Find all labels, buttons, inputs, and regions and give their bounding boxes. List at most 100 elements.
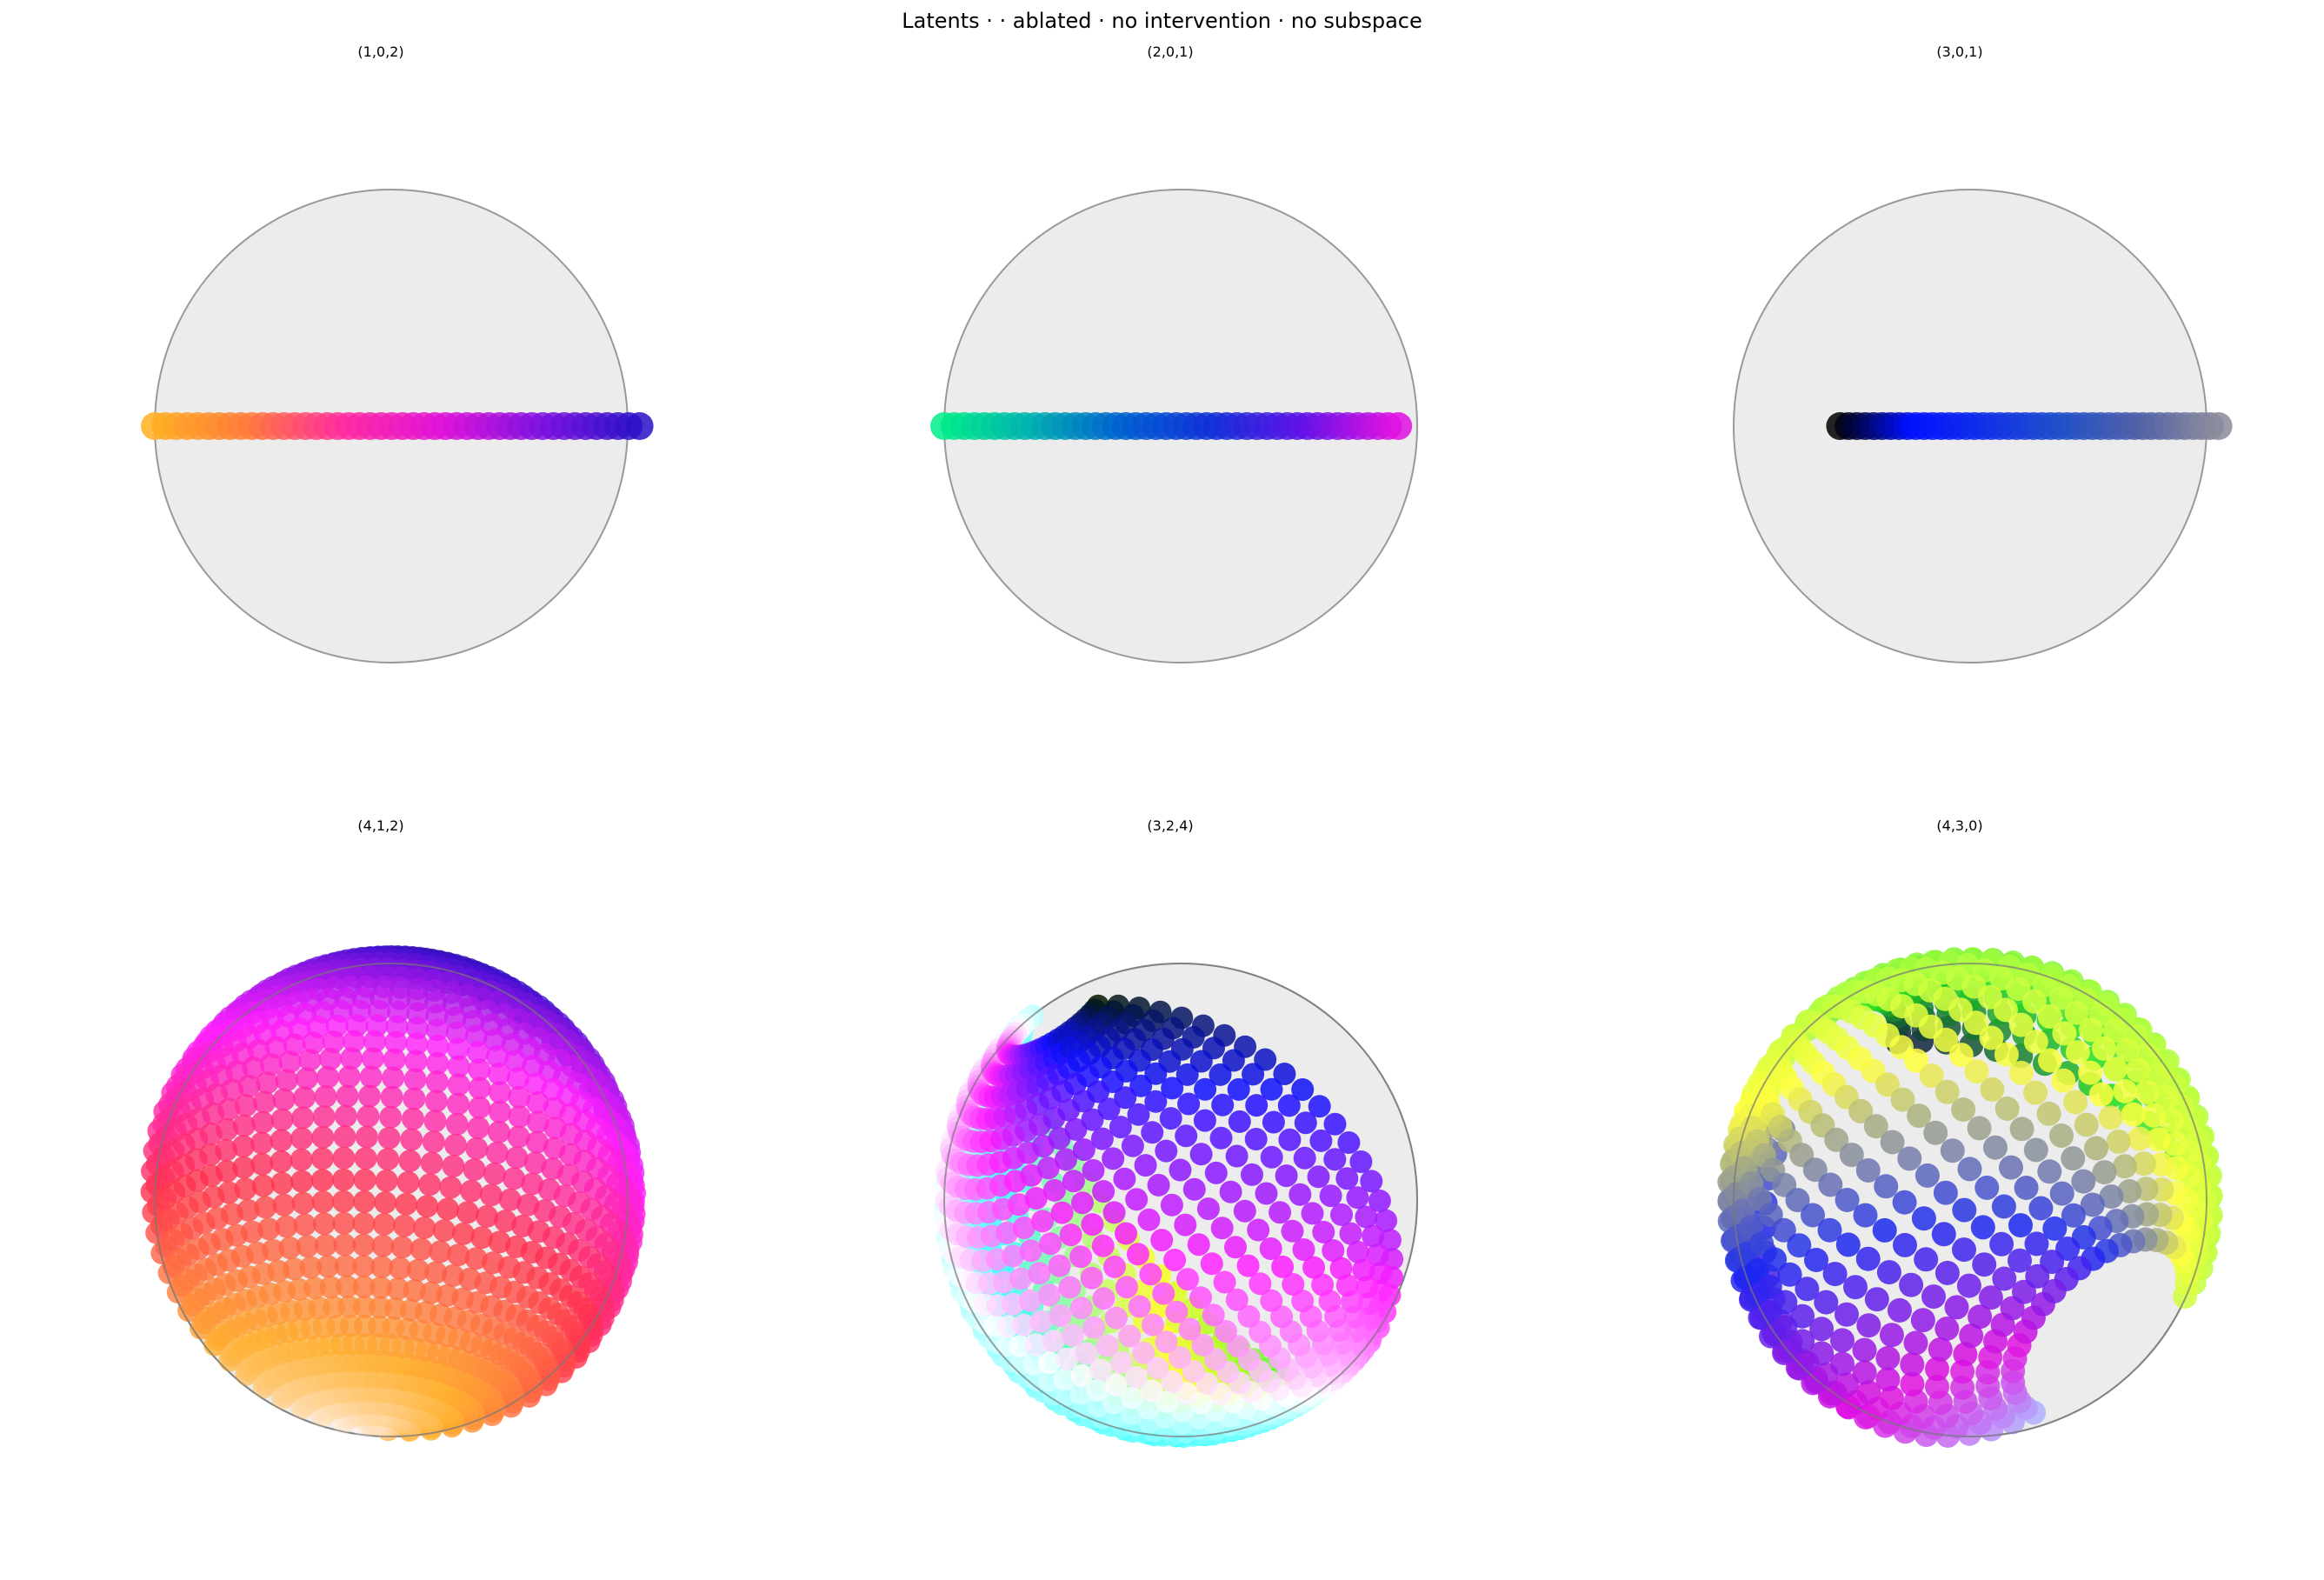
- data-point: [1959, 1323, 1984, 1349]
- data-point: [1934, 1317, 1960, 1341]
- data-point: [1983, 1135, 2008, 1160]
- data-point: [1129, 1074, 1153, 1097]
- data-point: [1771, 1217, 1796, 1243]
- data-point: [1994, 1097, 2020, 1121]
- data-point: [1339, 1222, 1362, 1245]
- data-point: [1887, 1297, 1912, 1323]
- data-point: [1012, 1217, 1035, 1239]
- data-point: [1177, 1092, 1201, 1116]
- data-point: [1817, 1217, 1842, 1243]
- data-point: [396, 1170, 420, 1194]
- data-point: [2102, 1018, 2128, 1043]
- data-point: [1843, 1275, 1868, 1300]
- data-point: [270, 1150, 293, 1173]
- data-point: [506, 1067, 529, 1090]
- data-point: [511, 1214, 535, 1237]
- data-point: [1137, 1397, 1161, 1420]
- data-point: [1856, 1380, 1881, 1405]
- data-point: [1071, 1191, 1094, 1215]
- data-point: [1081, 1213, 1104, 1237]
- data-point: [1923, 1120, 1948, 1145]
- data-point: [525, 1130, 549, 1154]
- data-point: [488, 1062, 510, 1085]
- data-point: [1196, 1197, 1220, 1221]
- data-point: [1921, 1284, 1946, 1310]
- data-point: [2084, 1136, 2108, 1161]
- data-point: [403, 1279, 426, 1303]
- data-point: [1039, 1232, 1062, 1256]
- data-point: [1323, 1112, 1347, 1136]
- data-point: [353, 1168, 376, 1191]
- data-point: [1189, 1286, 1212, 1310]
- data-point: [334, 1104, 357, 1128]
- data-point: [432, 1219, 456, 1243]
- data-point: [1880, 1385, 1904, 1410]
- data-point: [2009, 1117, 2034, 1142]
- data-point: [1189, 1143, 1213, 1166]
- data-point: [1910, 1308, 1935, 1333]
- data-point: [406, 1258, 430, 1282]
- data-point: [498, 1188, 522, 1211]
- data-point: [1069, 1297, 1093, 1320]
- data-point: [1346, 1186, 1369, 1210]
- data-point: [1102, 1147, 1125, 1170]
- data-point: [1211, 1093, 1235, 1117]
- data-point: [488, 1100, 511, 1123]
- data-point: [1002, 1244, 1025, 1268]
- data-point: [1744, 1258, 1769, 1283]
- data-point: [423, 1110, 447, 1133]
- data-point: [2146, 1127, 2171, 1152]
- data-point: [1245, 1094, 1269, 1117]
- data-point: [1050, 1201, 1074, 1224]
- data-point: [1036, 1157, 1060, 1180]
- data-point: [352, 1255, 376, 1278]
- data-point: [436, 1197, 459, 1221]
- data-point: [251, 1174, 275, 1197]
- data-point: [1146, 1357, 1169, 1380]
- data-point: [1262, 1110, 1285, 1134]
- data-point: [272, 1088, 296, 1111]
- data-point: [460, 1179, 483, 1203]
- sphere-outline: [943, 963, 1418, 1437]
- data-point: [403, 1087, 426, 1110]
- data-point: [443, 1133, 467, 1157]
- data-point: [1182, 1177, 1206, 1201]
- data-point: [336, 1275, 359, 1298]
- data-point: [1225, 1144, 1249, 1168]
- data-point: [2049, 1181, 2074, 1206]
- data-point: [2008, 1060, 2034, 1085]
- data-point: [1384, 412, 1413, 440]
- data-point: [1337, 1131, 1361, 1154]
- data-point: [992, 1270, 1016, 1294]
- data-point: [1892, 1190, 1917, 1215]
- point-series: [141, 412, 654, 440]
- data-point: [1163, 1249, 1187, 1271]
- data-point: [359, 1065, 383, 1089]
- data-point: [1835, 1372, 1860, 1397]
- data-point: [1278, 1128, 1302, 1151]
- data-point: [524, 1072, 548, 1096]
- data-point: [398, 1150, 422, 1172]
- data-point: [439, 1176, 463, 1199]
- data-point: [262, 1238, 285, 1262]
- data-point: [1879, 1323, 1904, 1348]
- data-point: [1058, 1276, 1082, 1299]
- data-point: [403, 1068, 427, 1091]
- data-point: [402, 1107, 424, 1130]
- data-point: [1028, 1262, 1051, 1285]
- data-point: [2063, 1090, 2088, 1115]
- data-point: [1289, 1183, 1312, 1206]
- data-point: [541, 1157, 564, 1181]
- data-point: [470, 1226, 494, 1250]
- data-point: [316, 1255, 340, 1278]
- data-point: [1777, 1262, 1802, 1287]
- data-point: [1062, 1170, 1085, 1193]
- data-point: [1009, 1267, 1033, 1290]
- data-point: [1020, 1163, 1043, 1187]
- data-point: [405, 1032, 429, 1056]
- data-point: [1835, 1302, 1859, 1327]
- data-point: [371, 1234, 395, 1257]
- data-point: [1139, 1263, 1162, 1286]
- data-point: [1178, 1317, 1202, 1341]
- data-point: [251, 1110, 275, 1134]
